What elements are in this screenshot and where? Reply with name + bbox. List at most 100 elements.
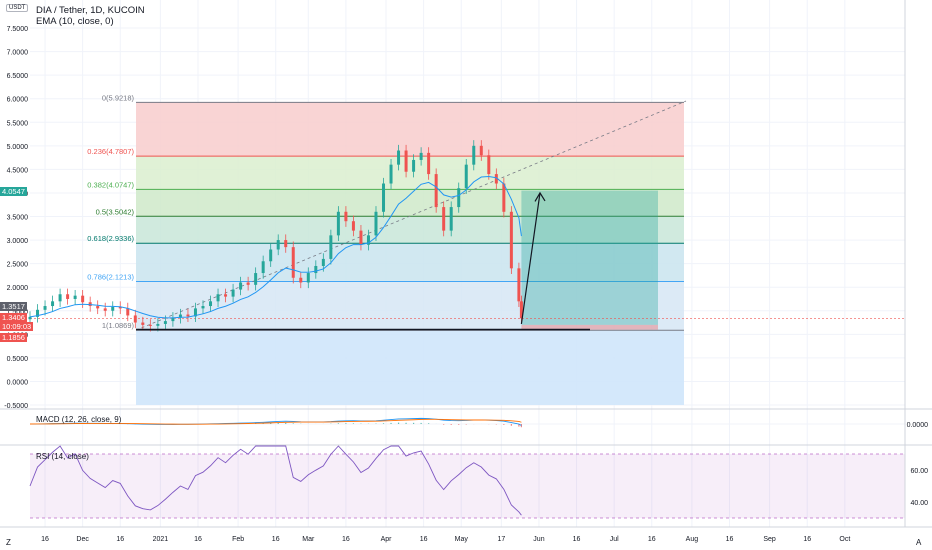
price-tick-label: 7.5000 (7, 26, 29, 33)
candle-body (434, 174, 438, 208)
time-tick-label: Jun (533, 536, 544, 543)
candle-body (269, 249, 273, 262)
price-tick-label: 0.5000 (7, 356, 29, 363)
rsi-band (30, 454, 905, 518)
candle-body (442, 207, 446, 231)
candle-body (374, 211, 378, 236)
time-tick-label: 2021 (153, 536, 169, 543)
time-tick-label: 16 (194, 536, 202, 543)
ema-line (29, 175, 522, 319)
time-tick-label: Dec (76, 536, 89, 543)
candle-body (36, 309, 40, 317)
timezone-button[interactable]: Z (6, 538, 11, 547)
current-price-badge: 1.3517 (0, 302, 27, 311)
time-tick-label: 16 (726, 536, 734, 543)
rsi-pane (29, 445, 905, 519)
time-tick-label: 16 (420, 536, 428, 543)
candle-body (299, 277, 303, 283)
candle-body (66, 294, 70, 299)
fib-price-badge: 4.0547 (0, 187, 27, 196)
candle-body (118, 306, 122, 309)
candle-body (494, 174, 498, 184)
candle-body (111, 306, 115, 311)
fib-level-label: 0.5(3.5042) (96, 207, 135, 216)
time-tick-label: 16 (272, 536, 280, 543)
time-tick-label: 16 (803, 536, 811, 543)
candle-body (51, 301, 55, 307)
candle-body (344, 211, 348, 222)
candle-body (73, 295, 77, 299)
candle-body (472, 145, 476, 165)
fib-level-label: 0.786(2.1213) (87, 272, 134, 281)
candle-body (509, 211, 513, 269)
candle-body (209, 301, 213, 307)
candle-body (351, 221, 355, 231)
time-tick-label: 16 (342, 536, 350, 543)
price-tick-label: 2.5000 (7, 262, 29, 269)
fib-level-label: 0.382(4.0747) (87, 180, 134, 189)
candle-body (148, 324, 152, 326)
rsi-line (29, 445, 522, 516)
fib-zone (136, 189, 684, 217)
ema-polyline (29, 175, 522, 319)
candle-body (419, 152, 423, 160)
candle-body (382, 183, 386, 212)
candle-body (193, 308, 197, 317)
candle-body (276, 240, 280, 250)
candle-body (457, 188, 461, 208)
candle-body (449, 207, 453, 231)
candle-body (224, 294, 228, 297)
time-tick-label: 17 (497, 536, 505, 543)
chart-header: DIA / Tether, 1D, KUCOIN EMA (10, close,… (36, 5, 145, 27)
long-stop-zone (521, 324, 658, 330)
price-tick-label: 0.0000 (7, 379, 29, 386)
fib-level-label: 0.236(4.7807) (87, 147, 134, 156)
candle-body (284, 240, 288, 248)
candle-body (254, 273, 258, 285)
candle-body (336, 211, 340, 236)
candle-body (479, 145, 483, 156)
candle-body (239, 282, 243, 290)
macd-signal-line (29, 418, 522, 425)
candle-body (261, 261, 265, 274)
fibonacci-retracement: 0(5.9218) 0.236(4.7807) 0.382(4.0747) 0.5(3… (87, 93, 687, 405)
macd-pane (29, 417, 905, 428)
price-tick-label: 5.5000 (7, 120, 29, 127)
candle-body (397, 150, 401, 165)
projection-arrow (520, 192, 541, 325)
candle-body (58, 294, 62, 302)
candle-body (389, 164, 393, 184)
candle-body (359, 230, 363, 245)
time-tick-label: 16 (573, 536, 581, 543)
candle-body (178, 314, 182, 318)
candle-body (366, 235, 370, 245)
symbol-badge[interactable]: USDT (6, 4, 29, 12)
candle-body (231, 289, 235, 297)
candle-body (314, 265, 318, 274)
auto-scale-button[interactable]: A (916, 538, 922, 547)
time-tick-label: Sep (763, 536, 776, 543)
time-tick-label: Jul (610, 536, 619, 543)
arrow-head (534, 191, 546, 202)
rsi-label: RSI (14, close) (36, 452, 89, 461)
rsi-tick-label: 60.00 (910, 468, 928, 475)
price-tick-label: 4.5000 (7, 167, 29, 174)
price-tick-label: 3.0000 (7, 238, 29, 245)
candle-body (81, 295, 85, 303)
time-tick-label: Mar (302, 536, 315, 543)
time-tick-label: Aug (686, 536, 699, 543)
candle-body (404, 150, 408, 172)
candle-body (156, 323, 160, 326)
fib-zone (136, 156, 684, 190)
long-profit-zone (521, 190, 658, 325)
candle-body (96, 306, 100, 309)
long-position-tool (30, 190, 905, 330)
price-tick-label: 6.0000 (7, 97, 29, 104)
time-tick-label: 16 (648, 536, 656, 543)
fib-zone (136, 243, 684, 282)
rsi-tick-label: 40.00 (910, 500, 928, 507)
candle-body (329, 235, 333, 259)
candle-body (517, 268, 521, 302)
